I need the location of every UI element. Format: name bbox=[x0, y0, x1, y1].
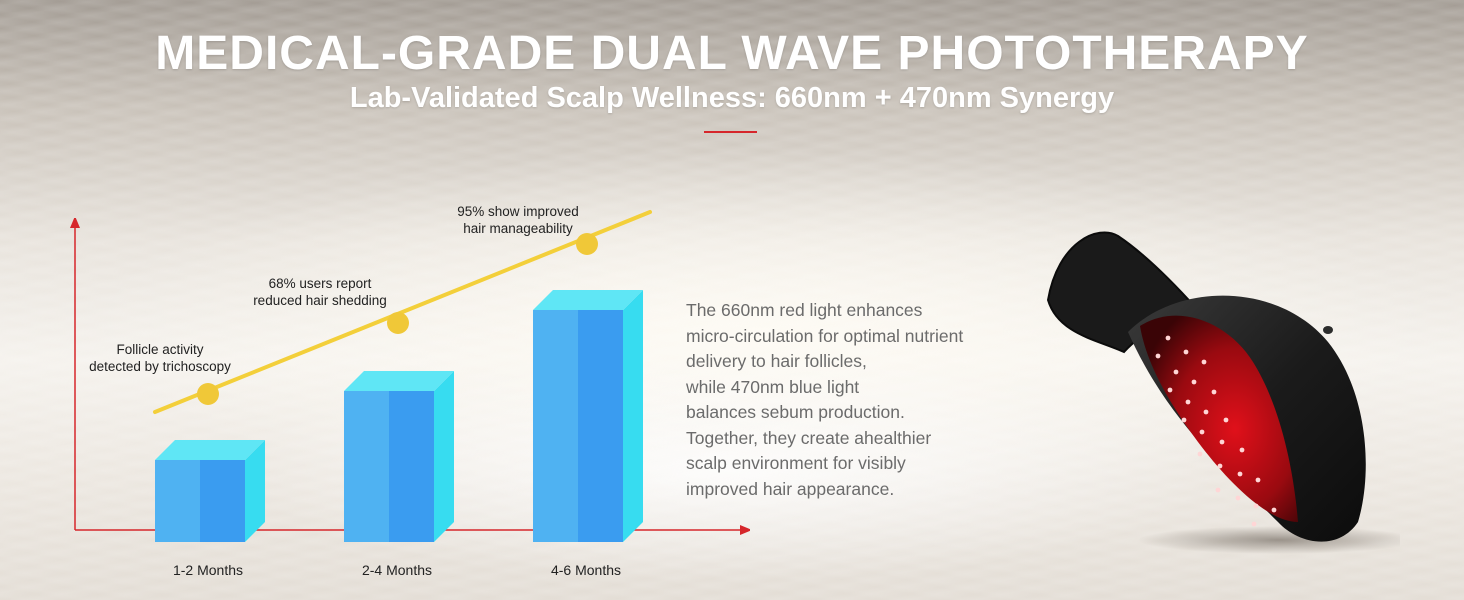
page-subtitle: Lab-Validated Scalp Wellness: 660nm + 47… bbox=[349, 82, 1115, 114]
trend-annotation: detected by trichoscopy bbox=[89, 359, 231, 374]
x-tick-label: 1-2 Months bbox=[173, 562, 243, 578]
trend-point bbox=[387, 312, 409, 334]
description-line: Together, they create ahealthier bbox=[686, 427, 932, 448]
red-light-therapy-cap-icon bbox=[1028, 222, 1418, 554]
trend-annotation: hair manageability bbox=[463, 221, 573, 236]
progress-bar-chart: 1-2 Months 2-4 Months 4-6 Months Follicle a… bbox=[0, 204, 800, 578]
bar-1 bbox=[155, 440, 265, 542]
description-line: balances sebum production. bbox=[686, 402, 905, 422]
trend-annotation: Follicle activity bbox=[116, 342, 203, 357]
trend-point bbox=[197, 383, 219, 405]
description-line: while 470nm blue light bbox=[686, 376, 860, 397]
bar-3 bbox=[533, 290, 643, 542]
bar-2 bbox=[344, 371, 454, 542]
x-tick-label: 4-6 Months bbox=[551, 562, 621, 578]
trend-annotation: 95% show improved bbox=[457, 204, 579, 219]
description-line: The 660nm red light enhances bbox=[686, 300, 923, 320]
description-line: scalp environment for visibly bbox=[686, 453, 906, 473]
x-tick-label: 2-4 Months bbox=[362, 562, 432, 578]
description-line: improved hair appearance. bbox=[686, 478, 895, 499]
description-paragraph: The 660nm red light enhances micro-circu… bbox=[686, 298, 1006, 502]
description-line: micro-circulation for optimal nutrient bbox=[686, 325, 964, 346]
title-divider bbox=[704, 131, 757, 133]
description-line: delivery to hair follicles, bbox=[686, 351, 867, 371]
trend-annotation: 68% users report bbox=[269, 276, 372, 291]
trend-annotation: reduced hair shedding bbox=[253, 293, 387, 308]
trend-point bbox=[576, 233, 598, 255]
page-title: MEDICAL-GRADE DUAL WAVE PHOTOTHERAPY bbox=[155, 27, 1309, 80]
trend-line bbox=[153, 210, 652, 414]
